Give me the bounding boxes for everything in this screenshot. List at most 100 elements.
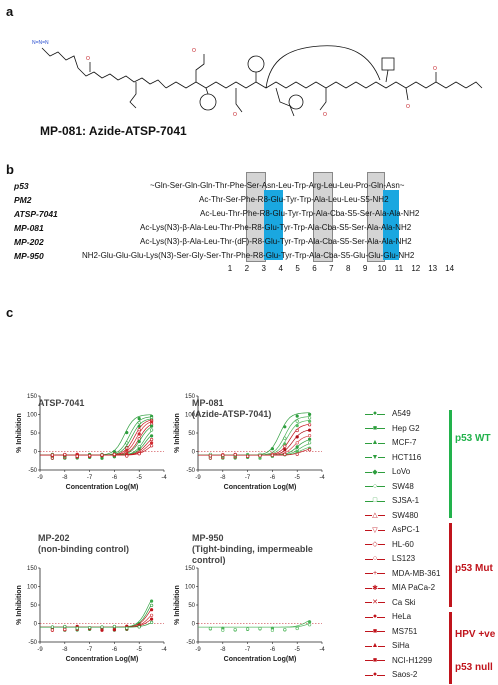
data-point <box>295 414 299 418</box>
x-tick-label: -7 <box>245 475 251 481</box>
legend-marker-icon: + <box>364 569 386 577</box>
legend-item: △ SW480 <box>364 511 418 520</box>
data-point <box>137 452 141 456</box>
svg-text:O: O <box>86 56 90 62</box>
seq-line-p53: ~Gln-Ser-Gln-Gln-Thr-Phe-Ser-Asn-Leu-Trp… <box>150 181 405 190</box>
x-tick-label: -6 <box>112 647 118 653</box>
x-tick-label: -7 <box>87 647 93 653</box>
legend-label: NCI-H1299 <box>392 655 433 665</box>
chart-atsp7041: -50 0 50 100 150 -9 -8 -7 -6 -5 -4 Concentration Lo… <box>16 394 167 491</box>
highlight-r8 <box>264 190 283 260</box>
svg-text:O: O <box>192 48 196 54</box>
data-point <box>125 626 129 630</box>
data-point <box>283 452 287 456</box>
legend-item: ▲ MCF-7 <box>364 438 416 447</box>
data-point <box>137 417 141 421</box>
seq-name-p53: p53 <box>14 181 29 191</box>
chart-mp950: -50 0 50 100 150 -9 -8 -7 -6 -5 -4 Concentration Lo… <box>174 566 325 663</box>
data-point <box>208 454 213 458</box>
dose-response-curve <box>40 414 152 456</box>
x-tick-label: -8 <box>220 647 226 653</box>
data-point <box>150 424 154 428</box>
legend-label: SJSA-1 <box>392 496 420 505</box>
x-axis-label: Concentration Log(M) <box>66 656 139 663</box>
data-point <box>270 628 274 632</box>
legend-item: ✕ Ca Ski <box>364 598 416 607</box>
data-point <box>295 423 299 428</box>
data-point <box>308 412 312 417</box>
data-point <box>50 628 55 632</box>
legend-item: ● A549 <box>364 409 411 418</box>
data-point <box>308 416 312 420</box>
legend-marker-icon: ■ <box>364 656 386 664</box>
data-point <box>308 419 312 423</box>
data-point <box>308 428 312 432</box>
y-tick-label: 150 <box>185 394 196 400</box>
x-axis-label: Concentration Log(M) <box>224 484 297 491</box>
data-point <box>100 453 104 457</box>
x-tick-label: -9 <box>37 475 43 481</box>
y-tick-label: -50 <box>186 468 195 474</box>
dose-response-curve <box>40 599 152 628</box>
data-point <box>50 453 55 457</box>
x-tick-label: -4 <box>319 647 325 653</box>
legend-item: ■ NCI-H1299 <box>364 656 432 665</box>
molecule-structure-drawing: N=N=N O O O O O O <box>32 40 483 118</box>
position-number: 1 <box>227 264 233 273</box>
legend-item: + MDA-MB-361 <box>364 569 440 578</box>
legend-item: ● Saos-2 <box>364 670 417 679</box>
group-label-p53-mut: p53 Mut <box>455 563 493 574</box>
seq-name-mp950: MP-950 <box>14 251 44 261</box>
y-tick-label: 100 <box>27 585 38 591</box>
dose-response-curve <box>40 418 152 456</box>
data-point <box>150 603 154 608</box>
data-point <box>233 452 237 457</box>
dose-response-curve <box>198 619 310 628</box>
chart-title-line2: (Tight-binding, impermeable control) <box>192 544 313 565</box>
seq-name-pm2: PM2 <box>14 195 32 205</box>
y-tick-label: -50 <box>28 468 37 474</box>
position-number: 7 <box>329 264 334 273</box>
x-axis-label: Concentration Log(M) <box>66 484 139 491</box>
legend-label: MDA-MB-361 <box>392 568 441 578</box>
legend-marker-icon: ▲ <box>364 642 386 649</box>
data-point <box>258 454 262 458</box>
x-tick-label: -8 <box>220 475 226 481</box>
legend-item: ◇ HL-60 <box>364 540 414 549</box>
position-number: 11 <box>394 264 404 273</box>
data-point <box>125 448 129 452</box>
data-point <box>75 626 79 630</box>
seq-name-mp202: MP-202 <box>14 237 44 247</box>
data-point <box>63 452 67 457</box>
group-label-hpv: HPV +ve <box>455 629 496 640</box>
data-point <box>283 447 287 452</box>
legend-marker-icon: ○ <box>364 555 386 562</box>
x-tick-label: -6 <box>112 475 118 481</box>
x-tick-label: -6 <box>270 647 276 653</box>
data-point <box>150 434 154 438</box>
data-point <box>308 623 312 627</box>
legend-marker-icon: ▽ <box>364 526 386 534</box>
data-point <box>308 423 312 427</box>
seq-line-atsp7041: Ac-Leu-Thr-Phe-R8-Glu-Tyr-Trp-Ala-Cba-S5… <box>200 209 420 218</box>
legend-label: HL-60 <box>392 539 414 549</box>
x-tick-label: -5 <box>137 475 143 481</box>
data-point <box>283 627 287 632</box>
legend-label: SiHa <box>392 641 410 650</box>
y-tick-label: 0 <box>34 622 38 628</box>
y-tick-label: -50 <box>186 640 195 646</box>
data-point <box>137 432 141 436</box>
legend-marker-icon: ■ <box>364 424 386 432</box>
chart-mp202: -50 0 50 100 150 -9 -8 -7 -6 -5 -4 Concentration Lo… <box>16 566 167 663</box>
svg-text:O: O <box>323 112 327 118</box>
chart-title-mp950: MP-950 (Tight-binding, impermeable contr… <box>192 533 332 566</box>
legend-item: ▼ HCT116 <box>364 453 421 462</box>
data-point <box>270 453 274 457</box>
seq-name-atsp7041: ATSP-7041 <box>14 209 58 219</box>
data-point <box>295 419 299 423</box>
dose-response-curve <box>40 430 152 456</box>
seq-line-mp950: NH2-Glu-Glu-Glu-Lys(N3)-Ser-Gly-Ser-Thr-… <box>82 251 415 260</box>
y-axis-label: % Inhibition <box>16 585 23 625</box>
chart-title-line2: (non-binding control) <box>38 544 129 554</box>
data-point <box>112 452 116 456</box>
